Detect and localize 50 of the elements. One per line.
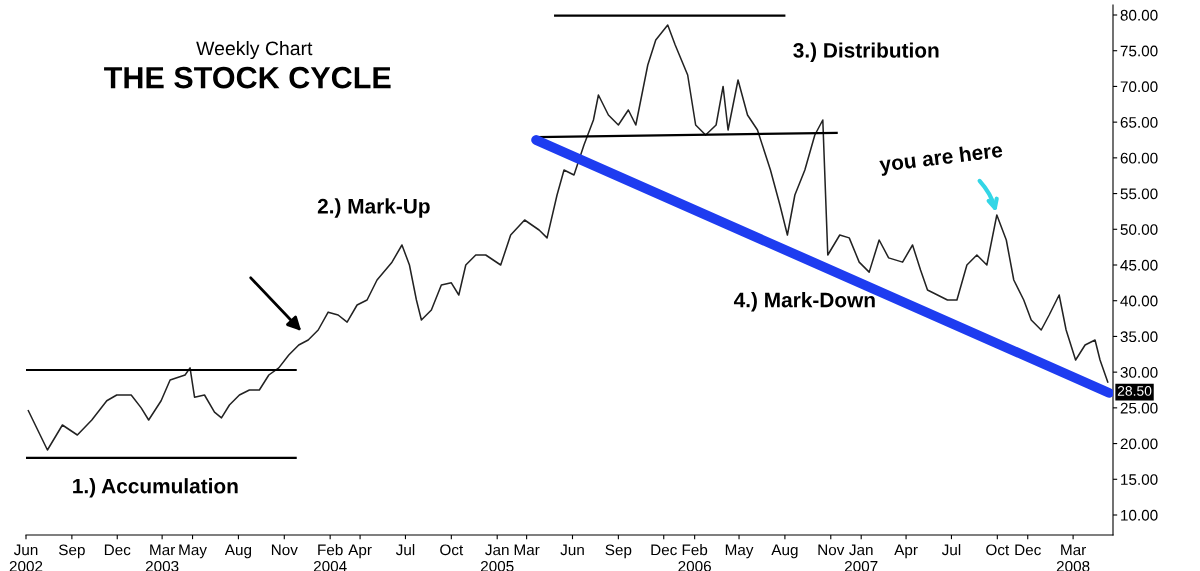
- x-tick-label: Oct: [986, 544, 1010, 556]
- annotation: 28.50: [1117, 386, 1152, 396]
- y-tick-label: 45.00: [1120, 259, 1158, 271]
- y-tick-label: 75.00: [1120, 45, 1158, 57]
- x-tick-label: Apr: [348, 544, 372, 559]
- y-tick-label: 25.00: [1120, 402, 1158, 414]
- x-tick-label: Jun: [560, 544, 584, 556]
- x-tick-label: Nov: [271, 544, 298, 556]
- x-tick-label: Jun 2002: [9, 544, 43, 571]
- x-tick-label: Feb 2004: [313, 544, 347, 571]
- y-tick-label: 50.00: [1120, 224, 1158, 235]
- y-tick-label: 60.00: [1120, 152, 1158, 164]
- x-tick-label: Mar 2008: [1056, 544, 1090, 571]
- x-tick-label: Dec: [104, 544, 131, 556]
- x-tick-label: Sep: [605, 544, 632, 559]
- x-tick-label: Sep: [58, 544, 85, 559]
- y-tick-label: 15.00: [1121, 474, 1158, 485]
- x-tick-label: Dec: [1015, 544, 1041, 556]
- annotation: you are here: [878, 141, 1004, 177]
- x-tick-label: Jan 2007: [844, 544, 878, 571]
- y-tick-label: 70.00: [1120, 81, 1158, 93]
- x-tick-label: Oct: [440, 544, 464, 556]
- y-tick-label: 55.00: [1120, 188, 1158, 200]
- x-tick-label: Apr: [894, 544, 918, 559]
- annotation: 3.) Distribution: [793, 42, 939, 62]
- x-tick-label: Mar 2003: [145, 544, 179, 571]
- y-tick-label: 30.00: [1120, 367, 1158, 378]
- y-tick-label: 65.00: [1120, 117, 1158, 128]
- y-tick-label: 35.00: [1120, 331, 1158, 343]
- x-tick-label: Jul: [941, 544, 961, 556]
- y-tick-label: 40.00: [1120, 295, 1158, 307]
- x-tick-label: Dec: [651, 544, 677, 556]
- text: THE STOCK CYCLE: [104, 66, 391, 89]
- y-tick-label: 80.00: [1120, 9, 1158, 21]
- x-tick-label: Aug: [224, 544, 252, 559]
- x-tick-label: May: [179, 544, 207, 559]
- x-tick-label: Mar: [514, 544, 540, 556]
- x-tick-label: May: [725, 544, 754, 559]
- annotation: 4.) Mark-Down: [733, 292, 875, 312]
- x-tick-label: Nov: [818, 544, 845, 556]
- x-tick-label: Jul: [395, 544, 415, 556]
- annotation: 1.) Accumulation: [73, 478, 238, 498]
- y-tick-label: 20.00: [1120, 438, 1158, 450]
- x-tick-label: Jan 2005: [480, 544, 514, 571]
- line-series: [27, 24, 1109, 451]
- x-tick-label: Aug: [771, 544, 798, 559]
- y-tick-label: 10.00: [1121, 509, 1158, 521]
- text: Weekly Chart: [196, 40, 313, 60]
- x-tick-label: Feb 2006: [678, 544, 711, 571]
- annotation: 2.) Mark-Up: [317, 198, 430, 218]
